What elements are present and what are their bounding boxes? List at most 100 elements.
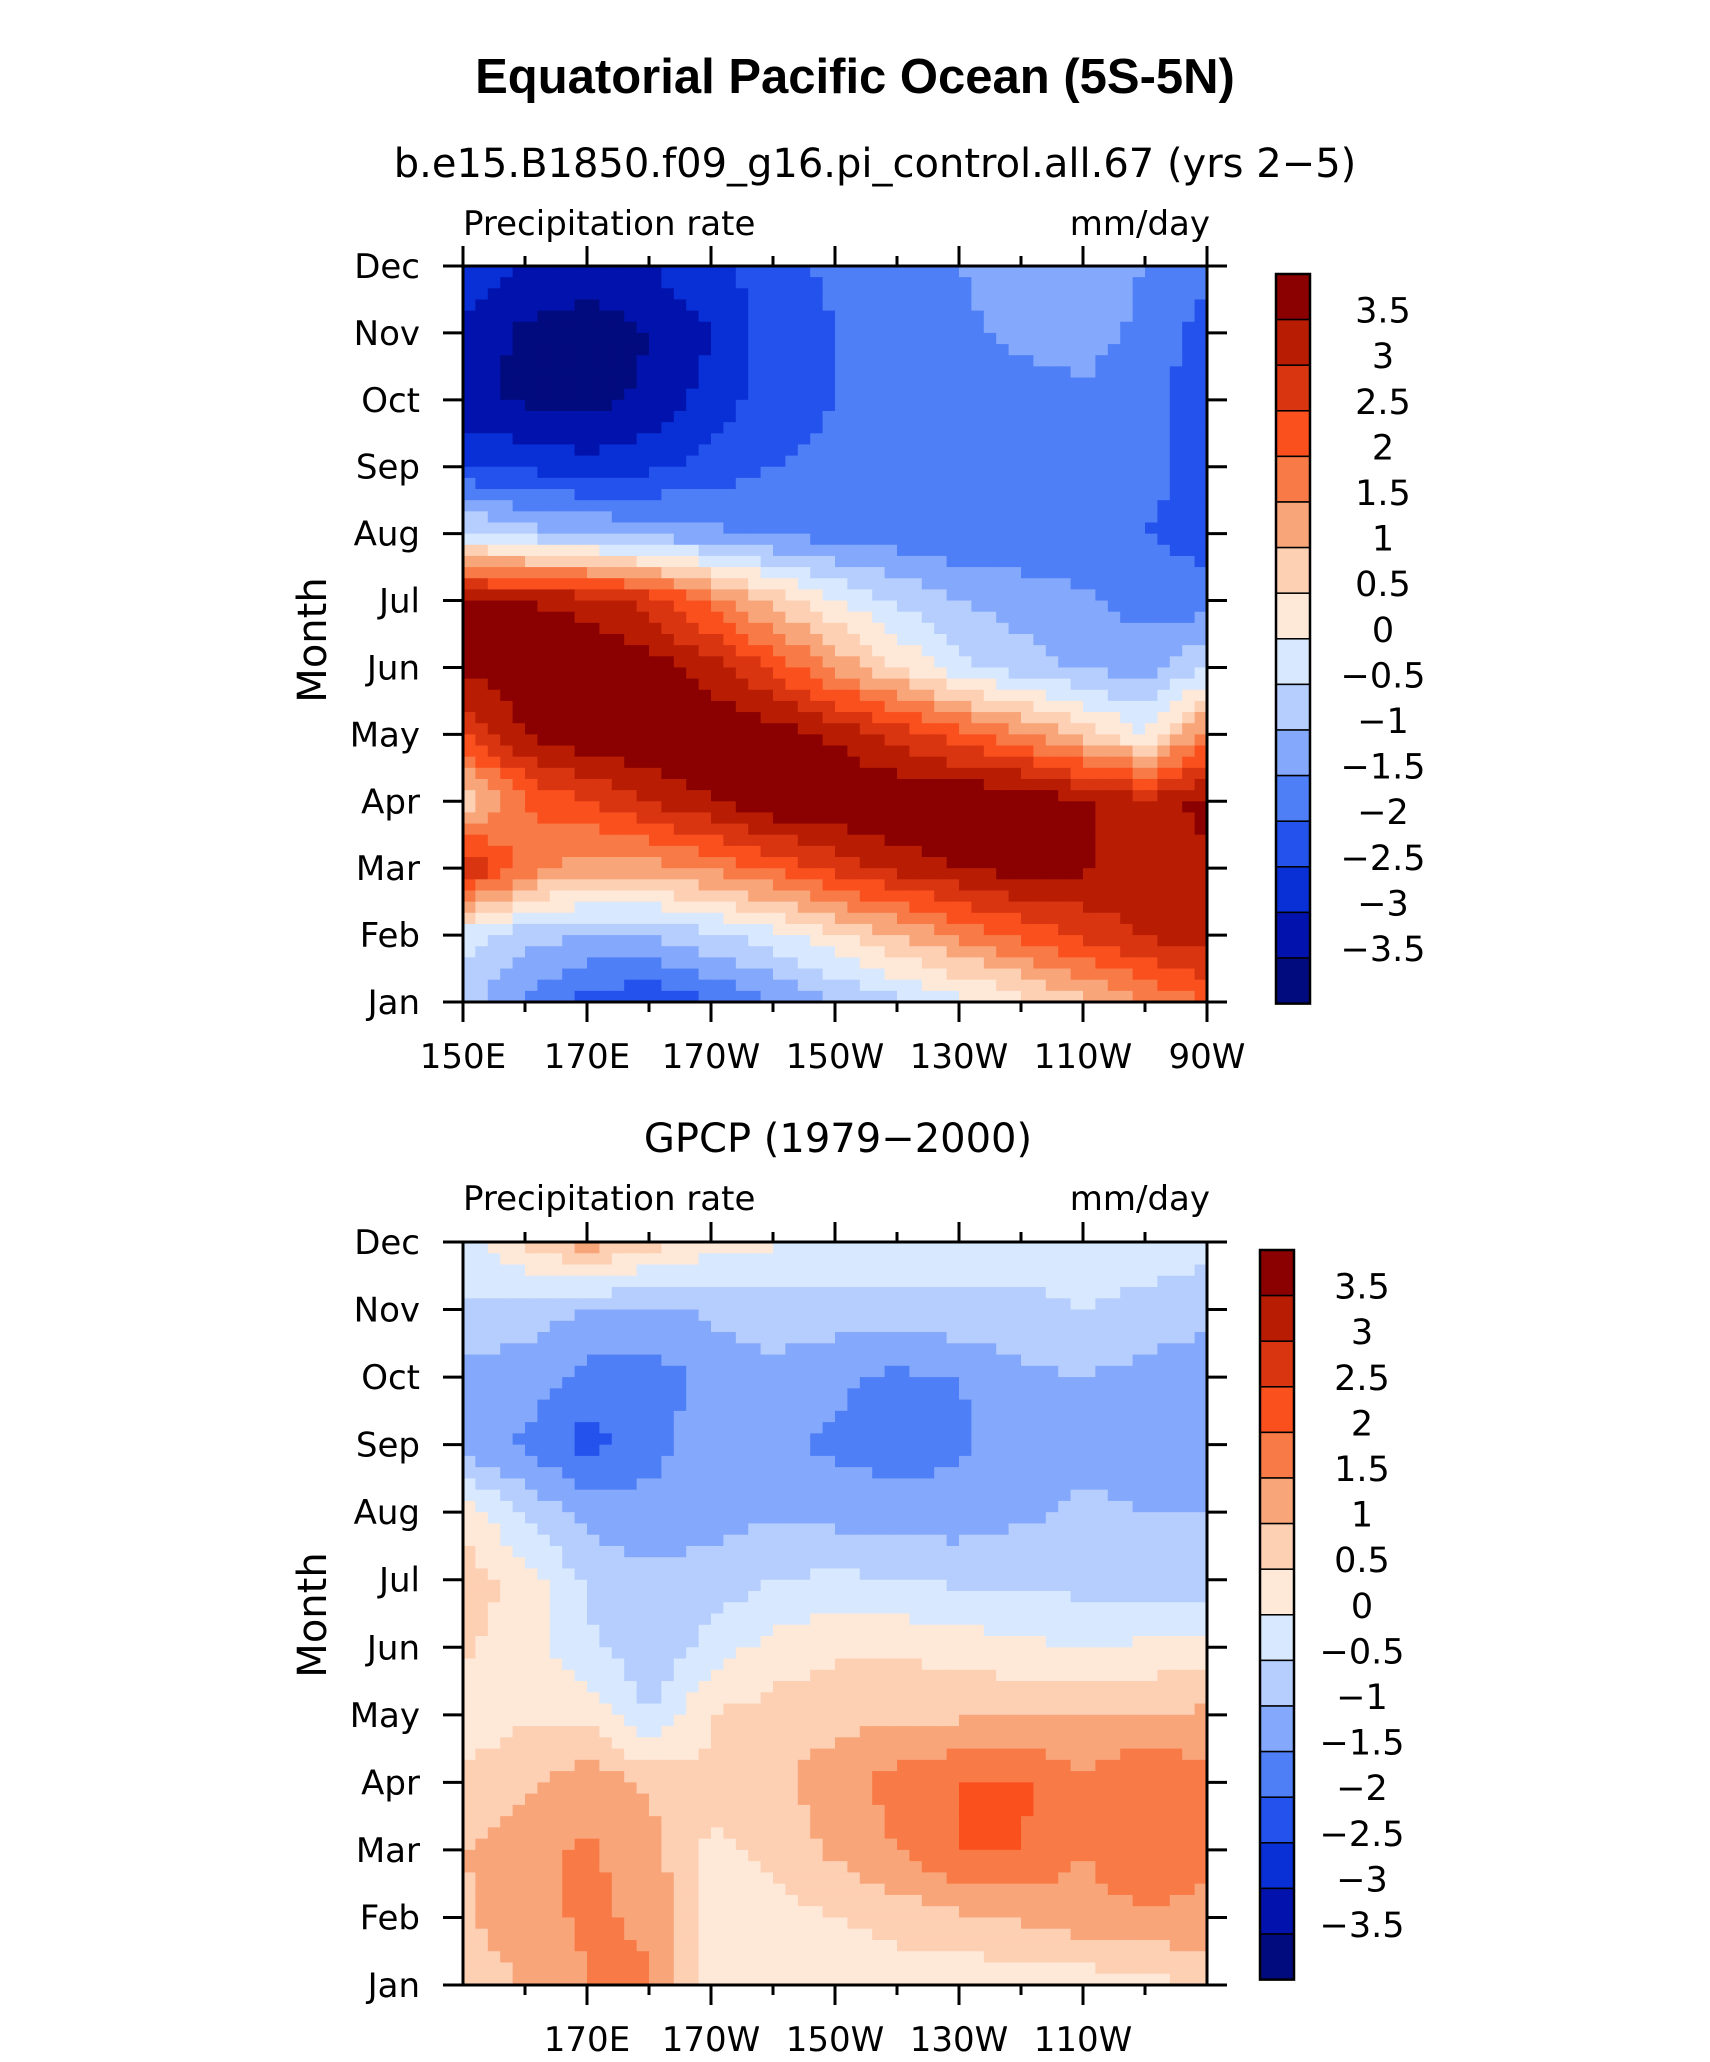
heatmap-cell [735, 266, 749, 278]
heatmap-cell [574, 756, 588, 769]
heatmap-cell [983, 544, 997, 557]
heatmap-cell [1021, 344, 1034, 356]
heatmap-cell [673, 567, 687, 579]
heatmap-cell [773, 533, 786, 546]
panel-gpcp-cells [463, 1242, 1208, 1986]
heatmap-cell [698, 778, 712, 791]
heatmap-cell [1169, 1388, 1183, 1401]
heatmap-cell [1107, 277, 1121, 289]
heatmap-cell [649, 912, 662, 925]
heatmap-cell [946, 712, 960, 724]
heatmap-cell [525, 957, 538, 970]
heatmap-cell [1058, 500, 1072, 512]
heatmap-cell [1107, 868, 1121, 880]
heatmap-cell [587, 667, 600, 680]
heatmap-cell [1145, 555, 1158, 568]
heatmap-cell [785, 1298, 799, 1311]
heatmap-cell [760, 1264, 774, 1277]
heatmap-cell [562, 734, 576, 747]
heatmap-cell [475, 1264, 489, 1277]
heatmap-cell [500, 667, 514, 680]
heatmap-cell [574, 466, 588, 479]
heatmap-cell [1083, 1275, 1096, 1288]
heatmap-cell [934, 712, 948, 724]
heatmap-cell [698, 946, 712, 958]
heatmap-cell [1058, 834, 1072, 847]
heatmap-cell [1107, 834, 1121, 847]
heatmap-cell [872, 645, 886, 657]
heatmap-cell [822, 745, 836, 758]
heatmap-cell [611, 879, 625, 892]
heatmap-cell [1058, 344, 1072, 356]
heatmap-cell [500, 1320, 514, 1333]
heatmap-cell [525, 1343, 538, 1356]
heatmap-cell [897, 656, 910, 669]
heatmap-cell [649, 477, 662, 490]
heatmap-cell [1095, 1242, 1109, 1254]
heatmap-cell [562, 522, 576, 535]
heatmap-cell [934, 834, 948, 847]
heatmap-cell [797, 923, 811, 936]
heatmap-cell [934, 946, 948, 958]
heatmap-cell [1095, 355, 1109, 367]
heatmap-cell [1021, 667, 1034, 680]
heatmap-cell [1058, 1309, 1072, 1322]
heatmap-cell [599, 477, 613, 490]
heatmap-cell [946, 444, 960, 457]
heatmap-cell [971, 533, 985, 546]
heatmap-cell [822, 578, 836, 590]
heatmap-cell [785, 645, 799, 657]
heatmap-cell [1033, 1242, 1047, 1254]
heatmap-cell [673, 466, 687, 479]
heatmap-cell [748, 745, 762, 758]
heatmap-cell [487, 1343, 501, 1356]
heatmap-cell [537, 957, 551, 970]
heatmap-cell [996, 533, 1010, 546]
heatmap-cell [946, 433, 960, 446]
heatmap-cell [748, 1320, 762, 1333]
heatmap-cell [711, 310, 724, 323]
heatmap-cell [1008, 1354, 1022, 1367]
heatmap-cell [624, 700, 638, 713]
heatmap-cell [810, 288, 824, 301]
heatmap-cell [512, 444, 526, 457]
colorbar-box [1275, 683, 1311, 731]
heatmap-cell [698, 355, 712, 367]
heatmap-cell [847, 310, 861, 323]
heatmap-cell [537, 500, 551, 512]
heatmap-cell [1132, 444, 1146, 457]
heatmap-cell [1083, 656, 1096, 669]
heatmap-cell [487, 589, 501, 602]
heatmap-cell [611, 1253, 625, 1266]
heatmap-cell [735, 667, 749, 680]
heatmap-cell [1145, 511, 1158, 524]
heatmap-cell [1083, 310, 1096, 323]
heatmap-cell [1182, 634, 1196, 646]
heatmap-cell [711, 388, 724, 401]
heatmap-cell [711, 712, 724, 724]
heatmap-cell [649, 321, 662, 334]
heatmap-cell [624, 912, 638, 925]
heatmap-cell [661, 678, 675, 691]
heatmap-cell [1045, 366, 1059, 379]
heatmap-cell [1194, 332, 1208, 345]
heatmap-cell [661, 834, 675, 847]
heatmap-cell [475, 410, 489, 423]
heatmap-cell [983, 767, 997, 780]
colorbar-label: 2.5 [1355, 383, 1411, 423]
heatmap-cell [797, 745, 811, 758]
heatmap-cell [847, 778, 861, 791]
heatmap-cell [847, 990, 861, 1003]
heatmap-cell [562, 656, 576, 669]
heatmap-cell [884, 1365, 898, 1378]
heatmap-cell [797, 845, 811, 858]
heatmap-cell [711, 511, 724, 524]
heatmap-cell [1083, 1365, 1096, 1378]
heatmap-cell [1132, 879, 1146, 892]
heatmap-cell [525, 734, 538, 747]
heatmap-cell [946, 344, 960, 356]
heatmap-cell [698, 489, 712, 501]
heatmap-cell [748, 778, 762, 791]
heatmap-cell [1058, 689, 1072, 702]
heatmap-cell [611, 645, 625, 657]
